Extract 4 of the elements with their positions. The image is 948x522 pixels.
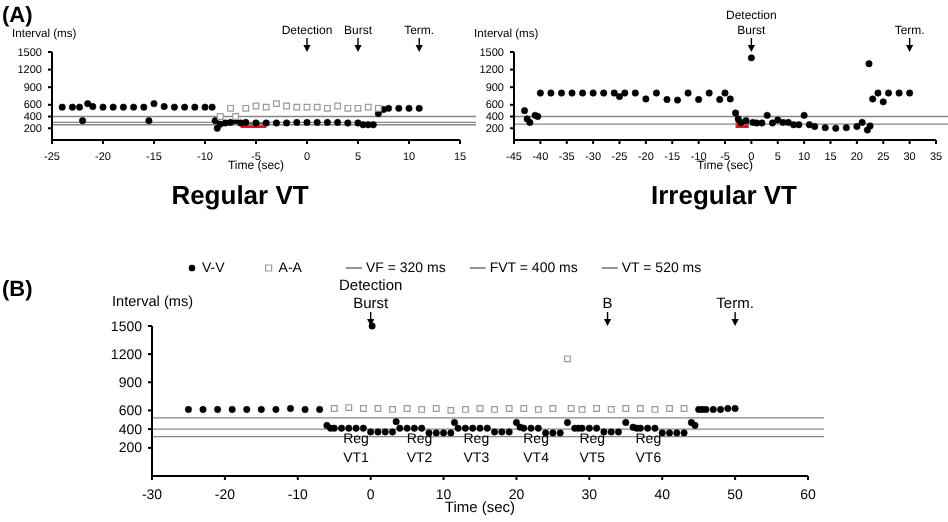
text: Irregular VT [651,180,798,210]
text: Regular VT [171,180,309,210]
text: (A) [2,4,34,28]
text: (B) [2,278,34,302]
